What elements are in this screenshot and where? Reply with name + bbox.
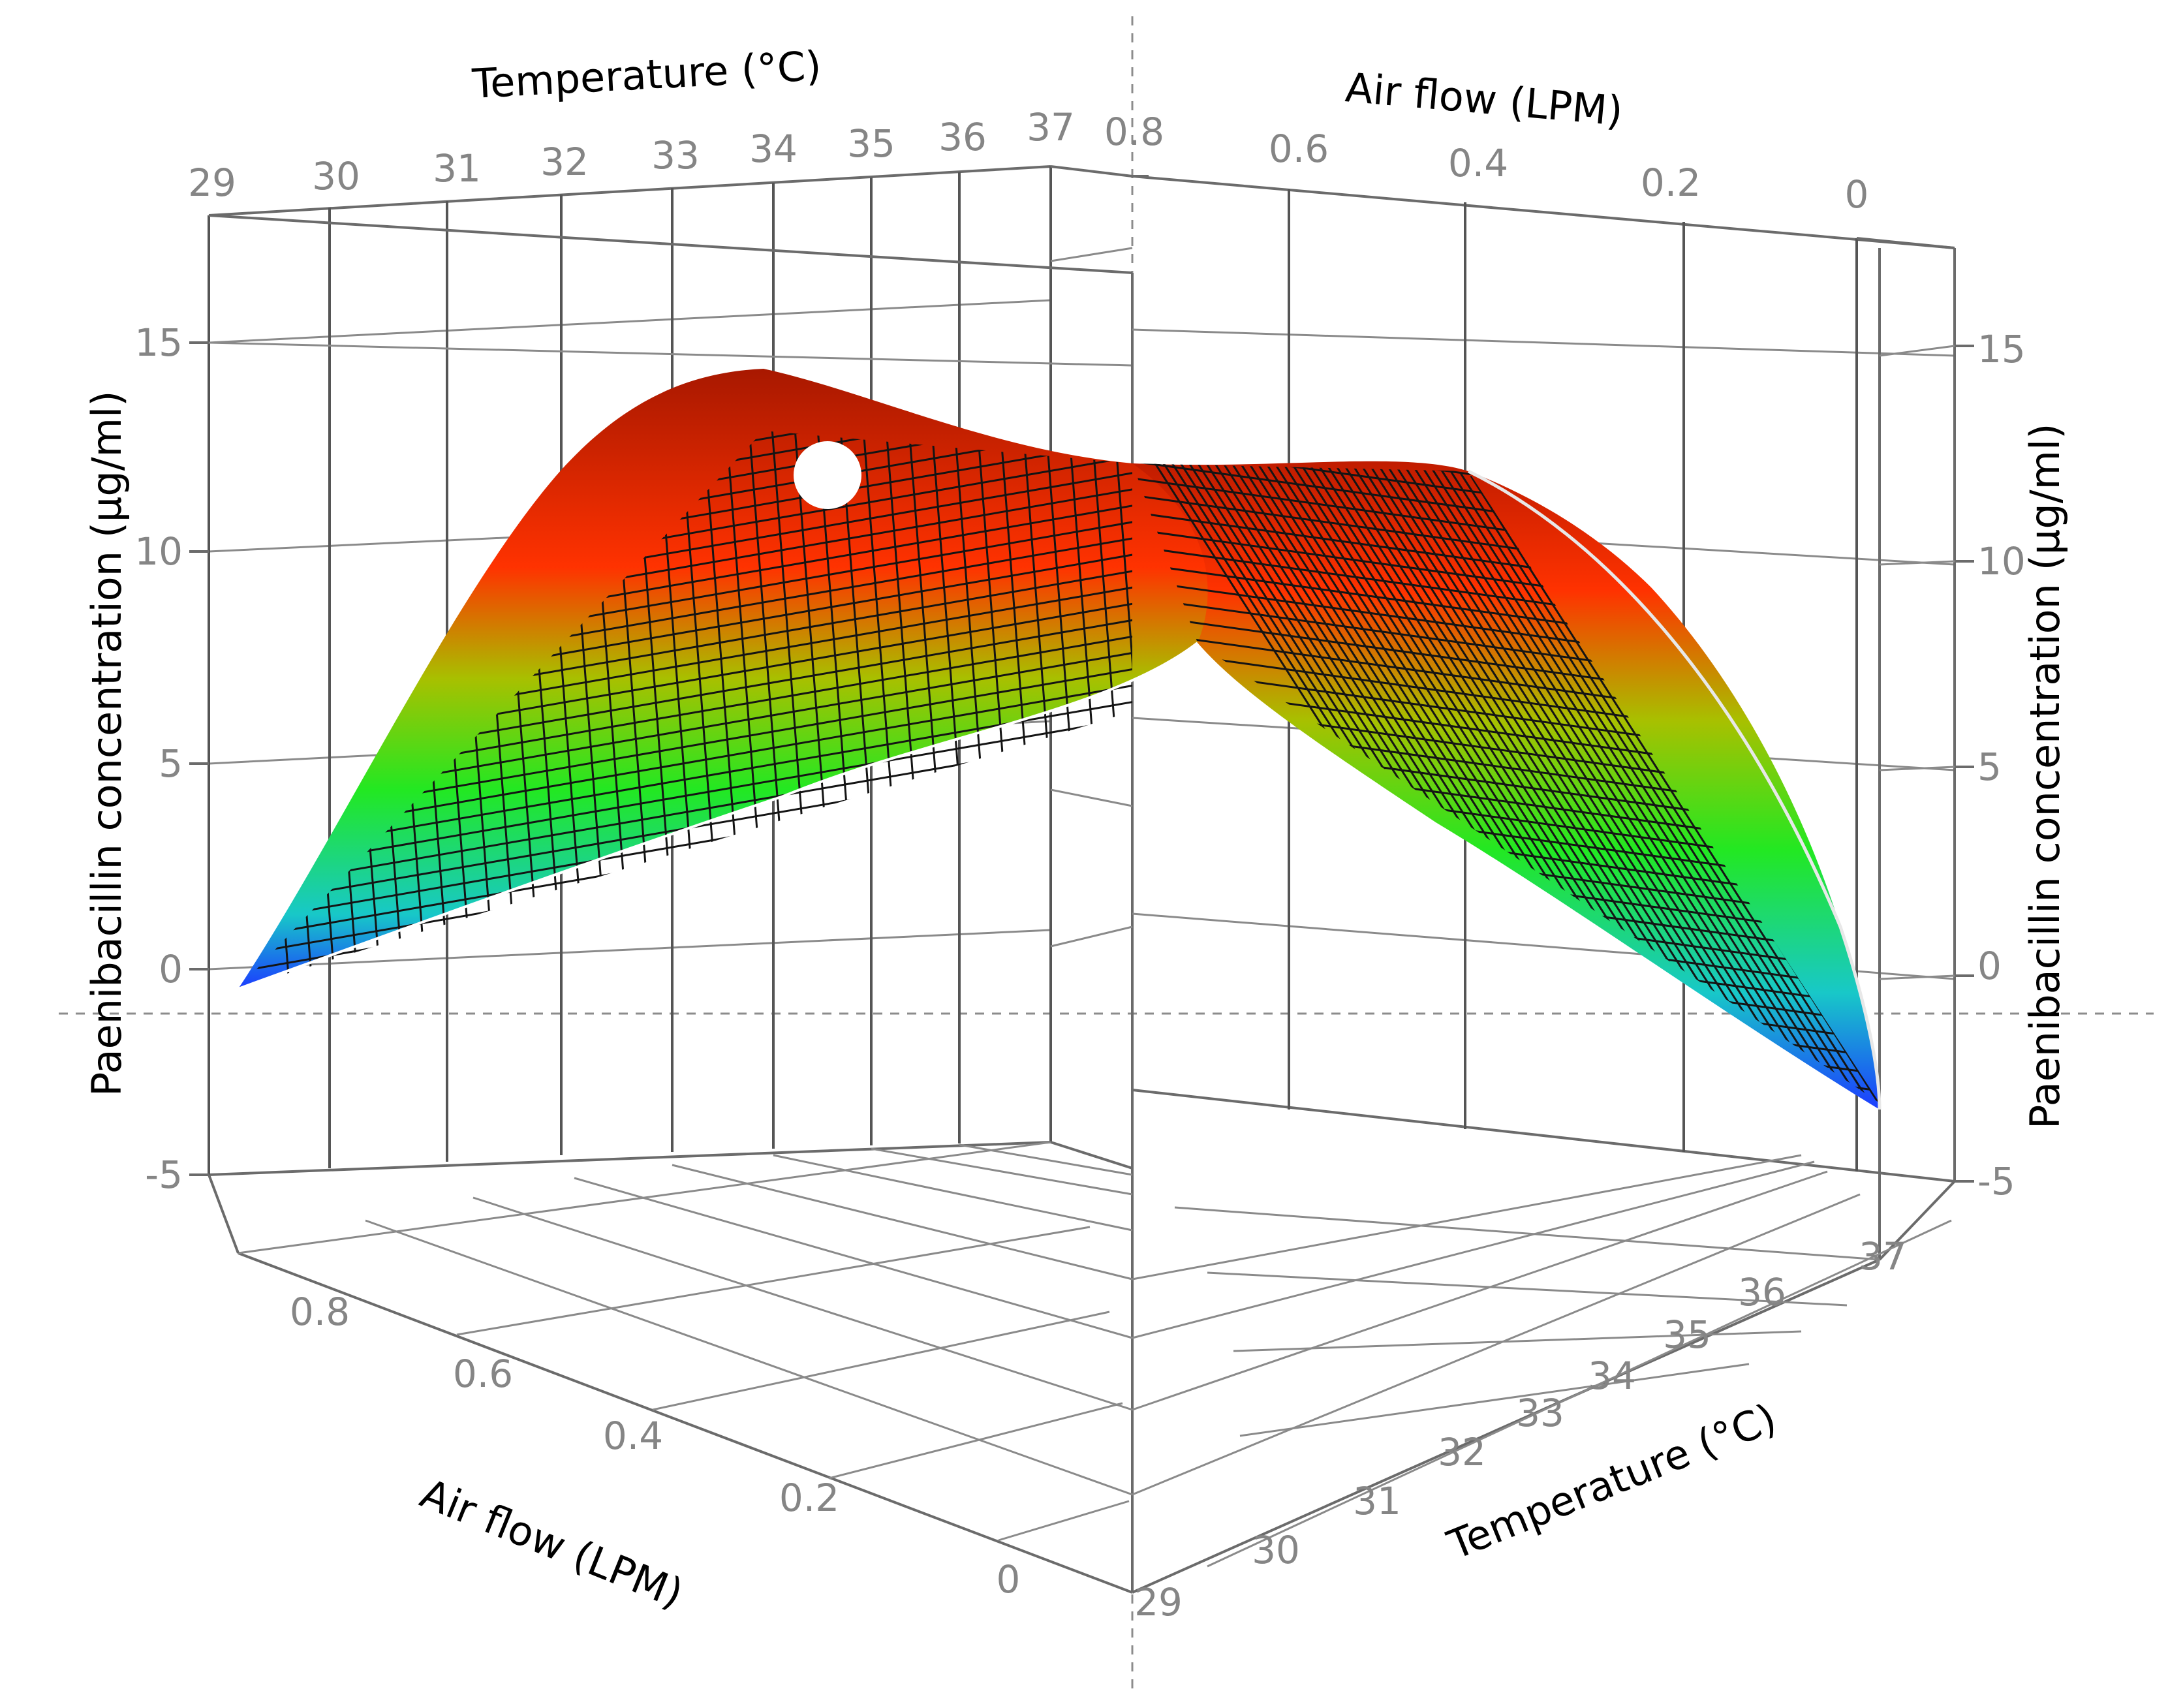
surface-ridge-edge <box>238 642 1199 990</box>
mesh-line <box>447 431 1132 446</box>
right-airflow-title: Air flow (LPM) <box>1344 63 1625 135</box>
airflow-tick-bottom-0.6: 0.6 <box>453 1352 513 1396</box>
left-z-ticks: 15 10 5 0 -5 <box>134 320 183 1197</box>
mesh-line <box>277 679 1132 852</box>
airflow-tick-bottom-0.4: 0.4 <box>603 1414 663 1458</box>
mesh-line <box>1132 1102 1880 1103</box>
mesh-line <box>1109 1171 1958 1288</box>
z-tick-right-15: 15 <box>1977 327 2026 371</box>
airflow-tick-bottom-0.2: 0.2 <box>779 1476 839 1520</box>
temp-tick-top-32: 32 <box>540 140 589 184</box>
airflow-tick-bottom-0: 0 <box>997 1557 1021 1602</box>
temp-tick-bottom-32: 32 <box>1438 1430 1486 1474</box>
left-temp-top-ticks: 29 30 31 32 33 34 35 36 37 <box>188 105 1075 205</box>
temp-tick-top-34: 34 <box>749 127 798 171</box>
temp-tick-top-29: 29 <box>188 161 236 205</box>
airflow-tick-bottom-0.8: 0.8 <box>290 1290 350 1334</box>
mesh-line <box>1460 473 1880 1103</box>
temp-tick-top-37: 37 <box>1027 105 1075 149</box>
temp-tick-top-36: 36 <box>938 115 987 159</box>
temp-tick-bottom-37: 37 <box>1859 1234 1907 1279</box>
z-tick-left-15: 15 <box>134 320 183 365</box>
z-tick-left-5: 5 <box>159 741 183 786</box>
temp-tick-bottom-36: 36 <box>1738 1270 1786 1314</box>
optimum-marker <box>794 441 861 509</box>
z-tick-left-0: 0 <box>159 947 183 991</box>
temp-tick-top-31: 31 <box>433 146 481 191</box>
temp-tick-top-35: 35 <box>847 121 895 166</box>
temp-tick-bottom-35: 35 <box>1663 1312 1711 1357</box>
mesh-line <box>1132 1068 1880 1103</box>
airflow-tick-top-0.6: 0.6 <box>1269 127 1329 171</box>
response-surface <box>238 240 1958 1288</box>
z-tick-right-10: 10 <box>1977 539 2026 583</box>
right-airflow-top-ticks: 0.8 0.6 0.4 0.2 0 <box>1104 110 1869 217</box>
mesh-line <box>307 609 1132 781</box>
right-temp-bottom-ticks: 29 30 31 32 33 34 35 36 37 <box>1134 1234 1907 1624</box>
mesh-line <box>1449 471 1880 1103</box>
mesh-line <box>463 240 1442 409</box>
mesh-line <box>455 257 1434 427</box>
left-airflow-bottom-title: Air flow (LPM) <box>414 1469 689 1617</box>
airflow-tick-top-0.2: 0.2 <box>1641 161 1701 205</box>
left-floor-grid <box>208 1141 1133 1594</box>
temp-tick-bottom-29: 29 <box>1134 1580 1183 1624</box>
left-airflow-bottom-ticks: 0.8 0.6 0.4 0.2 0 <box>290 1290 1021 1602</box>
airflow-tick-top-0.8: 0.8 <box>1104 110 1164 154</box>
z-tick-right--5: -5 <box>1977 1159 2015 1203</box>
surface-left-face <box>238 369 1222 989</box>
z-tick-left-10: 10 <box>134 529 183 574</box>
mesh-line <box>1470 475 1880 1103</box>
temp-tick-top-33: 33 <box>651 133 700 178</box>
airflow-tick-top-0: 0 <box>1845 172 1869 217</box>
right-temperature-bottom-title: Temperature (°C) <box>1440 1394 1782 1570</box>
right-z-ticks: 15 10 5 0 -5 <box>1977 327 2026 1203</box>
right-floor-grid <box>1132 1154 1952 1594</box>
right-z-title: Paenibacillin concentration (µg/ml) <box>2021 424 2069 1129</box>
mesh-line <box>1109 1137 1958 1254</box>
temp-tick-bottom-34: 34 <box>1588 1354 1636 1398</box>
left-temperature-title: Temperature (°C) <box>471 42 822 108</box>
mesh-line <box>1132 1085 1880 1103</box>
z-tick-left--5: -5 <box>145 1153 183 1197</box>
temp-tick-bottom-30: 30 <box>1252 1528 1300 1572</box>
left-ztick-marks <box>189 341 209 1176</box>
temp-tick-bottom-33: 33 <box>1516 1391 1564 1435</box>
airflow-tick-top-0.4: 0.4 <box>1448 141 1508 185</box>
left-z-title: Paenibacillin concentration (µg/ml) <box>83 391 131 1096</box>
temp-tick-top-30: 30 <box>312 154 360 198</box>
right-ztick-marks <box>1955 345 1974 1183</box>
mesh-line <box>292 644 1132 816</box>
surface-right-edge <box>1467 469 1882 1110</box>
z-tick-right-0: 0 <box>1977 944 2002 988</box>
z-tick-right-5: 5 <box>1977 745 2002 789</box>
mesh-line <box>1109 1120 1958 1237</box>
mesh-line <box>299 627 1132 799</box>
temp-tick-bottom-31: 31 <box>1353 1479 1401 1523</box>
